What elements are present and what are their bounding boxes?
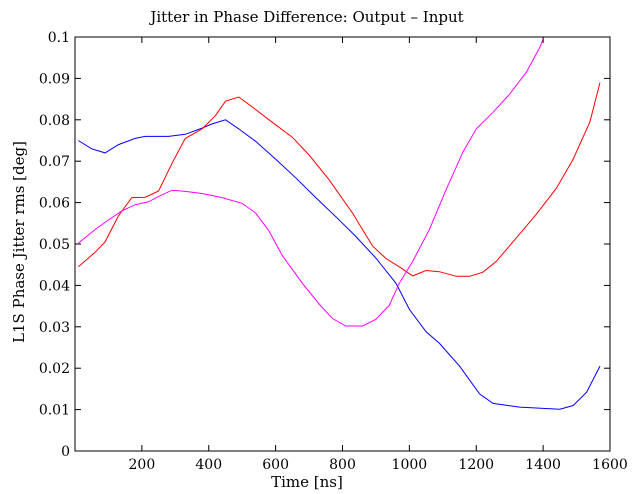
series-line-1 [78,119,601,410]
y-tick-label: 0.09 [39,71,70,87]
x-tick-label: 200 [129,457,156,473]
y-tick-label: 0.06 [39,196,70,212]
y-tick-label: 0.1 [48,30,70,46]
plot-lines [77,38,601,410]
x-tick-label: 1200 [458,457,494,473]
y-tick-label: 0.03 [39,320,70,336]
x-axis: 200 400 600 800 1000 1200 1400 1600 [129,37,628,473]
y-tick-label: 0.08 [39,113,70,129]
x-tick-label: 1400 [525,457,561,473]
y-tick-label: 0 [61,444,70,460]
x-tick-label: 600 [262,457,289,473]
x-axis-label: Time [ns] [271,473,343,491]
series-line-2 [77,82,601,277]
series-line-3 [77,38,544,327]
y-tick-label: 0.02 [39,361,70,377]
y-tick-label: 0.01 [39,403,70,419]
x-tick-label: 400 [195,457,222,473]
y-tick-label: 0.07 [39,154,70,170]
x-tick-label: 1000 [392,457,428,473]
chart-title: Jitter in Phase Difference: Output – Inp… [148,8,463,26]
x-tick-label: 800 [329,457,356,473]
y-axis: 0 0.01 0.02 0.03 0.04 0.05 0.06 0.07 0.08 0.09 0.1 [39,30,610,460]
y-tick-label: 0.04 [39,278,70,294]
y-axis-label: L1S Phase Jitter rms [deg] [10,141,28,343]
plot-frame [74,36,611,452]
x-tick-label: 1600 [592,457,628,473]
y-tick-label: 0.05 [39,237,70,253]
